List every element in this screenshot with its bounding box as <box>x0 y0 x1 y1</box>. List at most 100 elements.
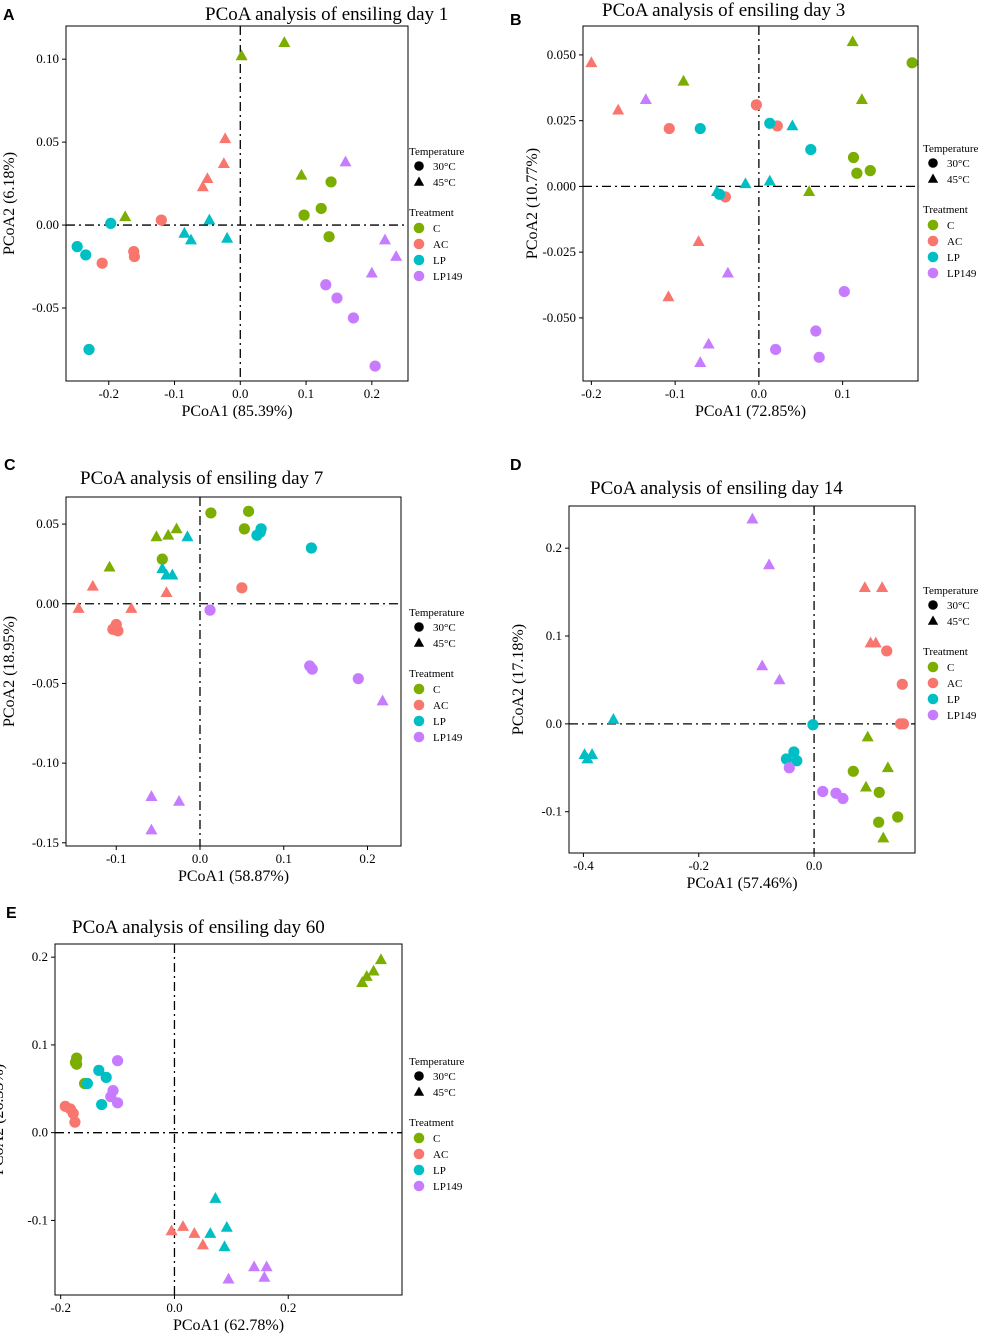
legend-temperature-label: 30°C <box>947 158 970 170</box>
point-lp149-circle <box>838 285 850 298</box>
legend-key-ac <box>927 235 939 247</box>
point-lp-circle <box>305 542 317 554</box>
point-lp149-circle <box>369 360 381 372</box>
point-lp-circle <box>807 719 819 731</box>
plot-frame <box>65 496 402 847</box>
point-ac-triangle <box>869 636 882 648</box>
y-tick-label: -0.050 <box>542 310 576 325</box>
x-axis-label: PCoA1 (85.39%) <box>181 403 292 420</box>
point-c-circle <box>323 231 335 243</box>
x-tick-label: 0.1 <box>298 386 314 401</box>
point-lp149-triangle <box>763 558 776 570</box>
y-tick-label: -0.15 <box>32 835 59 850</box>
legend-temperature-label: 45°C <box>433 1087 456 1099</box>
plot-frame <box>54 943 403 1296</box>
point-lp-circle <box>105 217 117 230</box>
legend-key-ac <box>413 699 425 711</box>
point-lp149-triangle <box>145 790 158 801</box>
point-lp149-triangle <box>756 659 769 671</box>
x-tick-label: -0.2 <box>688 858 709 873</box>
point-c-circle <box>873 816 885 828</box>
point-lp149-circle <box>817 785 829 798</box>
point-lp-circle <box>788 746 800 758</box>
x-axis-label: PCoA1 (62.78%) <box>173 1317 284 1334</box>
legend-key-lp <box>413 254 425 266</box>
x-tick-label: 0.0 <box>806 858 822 873</box>
y-tick-label: 0.000 <box>547 178 576 193</box>
point-c-circle <box>847 765 859 777</box>
point-lp149-triangle <box>173 794 186 806</box>
point-lp-triangle <box>220 1221 233 1232</box>
x-tick-label: 0.2 <box>280 1300 296 1315</box>
point-c-triangle <box>374 953 387 965</box>
point-c-circle <box>242 505 255 517</box>
y-tick-label: -0.025 <box>542 244 576 259</box>
point-lp-circle <box>713 188 726 200</box>
point-lp149-triangle <box>248 1260 261 1272</box>
legend-treatment-label: LP149 <box>433 1181 463 1193</box>
point-ac-triangle <box>86 579 99 591</box>
point-c-circle <box>864 165 876 177</box>
point-c-circle <box>873 786 885 798</box>
point-lp-circle <box>100 1071 112 1083</box>
point-lp149-triangle <box>702 337 715 349</box>
panel-letter: B <box>510 12 522 29</box>
x-tick-label: 0.2 <box>359 851 375 866</box>
y-axis-label: PCoA2 (26.33%) <box>0 1064 7 1175</box>
x-tick-label: 0.1 <box>276 851 292 866</box>
legend-temperature-label: 45°C <box>947 616 970 628</box>
y-tick-label: -0.1 <box>541 804 562 819</box>
y-tick-label: 0.2 <box>32 949 48 964</box>
legend-treatment-label: LP <box>433 1165 446 1177</box>
x-tick-label: 0.1 <box>835 386 851 401</box>
point-c-triangle <box>356 976 369 987</box>
point-lp-triangle <box>218 1240 231 1252</box>
point-ac-triangle <box>72 602 85 613</box>
point-lp149-circle <box>204 604 216 616</box>
point-c-circle <box>847 151 860 164</box>
legend-temperature-label: 45°C <box>433 638 456 650</box>
legend-treatment-label: C <box>947 662 954 674</box>
legend-key-triangle <box>413 637 425 647</box>
legend-treatment-label: LP149 <box>947 710 977 722</box>
y-tick-label: 0.00 <box>36 217 59 232</box>
y-tick-label: 0.2 <box>546 540 562 555</box>
legend-treatment-label: LP <box>433 716 446 728</box>
legend-temperature-label: 30°C <box>433 622 456 634</box>
point-c-circle <box>71 1058 83 1070</box>
legend-treatment-title: Treatment <box>409 1117 454 1129</box>
point-lp-circle <box>71 241 83 253</box>
y-axis-label: PCoA2 (6.18%) <box>1 152 18 255</box>
point-lp149-triangle <box>773 673 786 685</box>
point-lp-circle <box>96 1098 108 1111</box>
legend-key-lp149 <box>413 731 425 743</box>
x-tick-label: -0.1 <box>106 851 127 866</box>
point-lp149-circle <box>783 762 795 774</box>
point-c-triangle <box>861 730 874 742</box>
y-tick-label: 0.0 <box>546 716 562 731</box>
legend-temperature-title: Temperature <box>409 607 465 619</box>
point-ac-circle <box>67 1107 79 1119</box>
point-ac-circle <box>96 257 108 269</box>
legend-key-ac <box>413 238 425 250</box>
x-tick-label: 0.0 <box>232 386 248 401</box>
chart-title: PCoA analysis of ensiling day 3 <box>602 0 845 21</box>
legend-key-lp <box>413 1164 425 1176</box>
legend-key-circle <box>928 600 938 610</box>
point-c-triangle <box>360 970 373 981</box>
point-ac-triangle <box>176 1220 190 1231</box>
legend-treatment-title: Treatment <box>409 668 454 680</box>
point-c-circle <box>906 57 918 69</box>
point-lp-triangle <box>181 530 194 542</box>
point-lp149-circle <box>320 279 332 291</box>
point-ac-triangle <box>219 132 232 144</box>
point-ac-triangle <box>188 1227 201 1238</box>
point-ac-circle <box>236 582 248 594</box>
chart-title: PCoA analysis of ensiling day 60 <box>72 917 325 938</box>
point-ac-circle <box>881 645 893 657</box>
point-c-circle <box>851 167 863 179</box>
point-lp149-circle <box>813 351 825 363</box>
point-lp-triangle <box>739 177 752 189</box>
point-c-circle <box>238 523 250 535</box>
